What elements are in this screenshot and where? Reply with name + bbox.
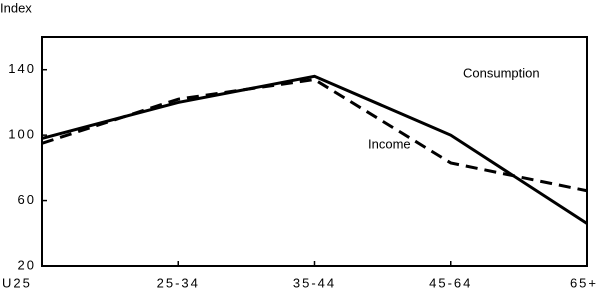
- x-tick-label: 25-34: [157, 275, 200, 290]
- y-axis-label: Index: [0, 0, 32, 15]
- x-tick-label: 65+: [570, 275, 598, 290]
- series-line: [41, 77, 588, 193]
- series-label: Income: [368, 136, 411, 151]
- series-line: [41, 74, 588, 225]
- series-label: Consumption: [463, 65, 540, 80]
- y-tick-label: 140: [8, 61, 36, 76]
- y-tick-label: 100: [8, 127, 36, 142]
- x-tick-label: 35-44: [293, 275, 336, 290]
- y-tick-label: 60: [18, 192, 36, 207]
- y-tick-label: 20: [18, 257, 36, 272]
- x-tick-label: U25: [2, 275, 32, 290]
- x-tick-label: 45-64: [429, 275, 472, 290]
